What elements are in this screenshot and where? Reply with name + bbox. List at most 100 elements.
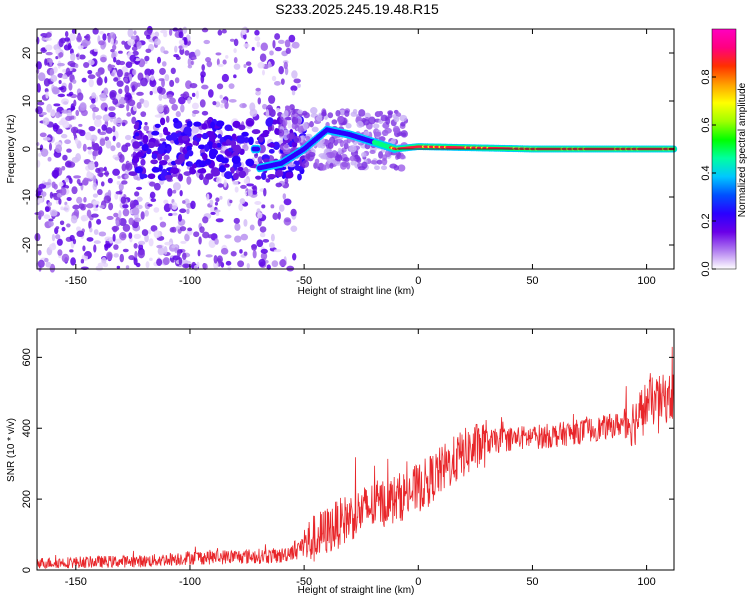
spectrogram-noise-cell: [154, 114, 163, 118]
spectrogram-noise-cell: [214, 201, 219, 206]
spectrogram-noise-cell: [93, 244, 97, 253]
spectrogram-noise-cell: [136, 176, 141, 181]
spectrogram-noise-cell: [122, 223, 131, 232]
spectrogram-band-cell: [191, 163, 198, 169]
spectrogram-band-cell: [174, 158, 184, 165]
spectrogram-marks: [34, 25, 678, 273]
spectrogram-noise-cell: [262, 103, 268, 110]
spectrogram-noise-cell: [107, 33, 111, 43]
spectrogram-noise-cell: [274, 33, 281, 40]
spectrogram-halo-cell: [291, 108, 296, 115]
spectrogram-halo-cell: [373, 131, 382, 137]
spectrogram-noise-cell: [144, 29, 152, 37]
spectrogram-noise-cell: [103, 166, 107, 172]
spectrogram-noise-cell: [69, 234, 75, 242]
spectrogram-noise-cell: [59, 220, 65, 226]
spectrogram-noise-cell: [178, 45, 183, 50]
spectrogram-noise-cell: [217, 63, 224, 67]
x-tick-label: 50: [526, 275, 538, 287]
spectrogram-band-cell: [215, 120, 225, 127]
spectrogram-noise-cell: [233, 38, 239, 47]
spectrogram-noise-cell: [190, 200, 196, 210]
x-tick-label: 0: [415, 275, 421, 287]
spectrogram-noise-cell: [277, 211, 281, 220]
x-tick-label: 100: [637, 576, 655, 588]
spectrogram-noise-cell: [58, 52, 64, 58]
spectrogram-noise-cell: [125, 142, 131, 147]
spectrogram-noise-cell: [182, 263, 190, 269]
spectrogram-noise-cell: [129, 200, 135, 209]
spectrogram-noise-cell: [70, 52, 76, 62]
spectrogram-noise-cell: [107, 177, 113, 184]
spectrogram-noise-cell: [115, 191, 123, 195]
spectrogram-noise-cell: [57, 73, 64, 79]
spectrogram-noise-cell: [64, 201, 68, 206]
spectrogram-noise-cell: [273, 81, 281, 86]
spectrogram-noise-cell: [42, 117, 50, 126]
spectrogram-noise-cell: [110, 38, 114, 45]
spectrogram-noise-cell: [126, 112, 132, 117]
y-tick-label: 0: [21, 146, 33, 152]
spectrogram-band-cell: [150, 159, 158, 165]
spectrogram-noise-cell: [179, 208, 187, 214]
spectrogram-halo-cell: [311, 126, 319, 133]
spectrogram-noise-cell: [91, 92, 97, 99]
spectrogram-halo-cell: [302, 122, 309, 130]
colorbar-tick-label: 0.4: [700, 165, 712, 180]
spectrogram-noise-cell: [173, 53, 180, 58]
spectrogram-band-cell: [245, 158, 255, 167]
spectrogram-noise-cell: [114, 238, 122, 244]
spectrogram-halo-cell: [384, 127, 392, 134]
spectrogram-noise-cell: [216, 176, 222, 184]
spectrogram-noise-cell: [128, 217, 134, 226]
spectrogram-noise-cell: [83, 62, 90, 68]
spectrogram-noise-cell: [175, 226, 181, 230]
spectrogram-halo-cell: [346, 162, 351, 170]
spectrogram-noise-cell: [147, 203, 153, 207]
spectrogram-noise-cell: [82, 143, 87, 152]
spectrogram-noise-cell: [37, 199, 43, 204]
spectrogram-halo-cell: [378, 151, 384, 159]
spectrogram-noise-cell: [108, 106, 116, 111]
spectrogram-band-cell: [297, 173, 302, 181]
spectrogram-band-cell: [201, 153, 208, 161]
spectrogram-noise-cell: [208, 89, 214, 98]
spectrogram-band-cell: [237, 135, 246, 144]
spectrogram-noise-cell: [61, 226, 66, 232]
spectrogram-noise-cell: [275, 182, 283, 188]
spectrogram-noise-cell: [285, 47, 291, 55]
spectrogram-noise-cell: [57, 87, 65, 91]
spectrogram-noise-cell: [82, 245, 86, 252]
spectrogram-noise-cell: [67, 42, 72, 50]
spectrogram-halo-cell: [397, 164, 406, 172]
spectrogram-noise-cell: [67, 61, 76, 67]
spectrogram-noise-cell: [98, 40, 105, 46]
spectrogram-noise-cell: [115, 118, 123, 124]
spectrogram-noise-cell: [112, 44, 117, 51]
spectrogram-halo-cell: [396, 151, 402, 160]
spectrogram-noise-cell: [228, 83, 235, 89]
spectrogram-noise-cell: [144, 68, 152, 77]
spectrogram-noise-cell: [210, 205, 215, 214]
spectrogram-noise-cell: [80, 266, 89, 271]
spectrogram-noise-cell: [210, 211, 216, 215]
spectrogram-noise-cell: [96, 79, 103, 86]
spectrogram-noise-cell: [260, 252, 268, 260]
spectrogram-noise-cell: [147, 229, 152, 235]
spectrogram-noise-cell: [75, 109, 80, 117]
spectrogram-noise-cell: [144, 55, 150, 62]
spectrogram-noise-cell: [76, 226, 81, 232]
spectrogram-noise-cell: [61, 165, 66, 171]
spectrogram-band-cell: [227, 147, 234, 152]
spectrogram-noise-cell: [38, 183, 47, 189]
spectrogram-noise-cell: [265, 178, 271, 183]
spectrogram-noise-cell: [156, 258, 163, 267]
spectrogram-halo-cell: [369, 149, 376, 155]
spectrogram-halo-cell: [287, 163, 296, 168]
spectrogram-noise-cell: [174, 247, 178, 254]
spectrogram-band-cell: [132, 155, 140, 164]
spectrogram-halo-cell: [291, 117, 299, 125]
spectrogram-noise-cell: [201, 27, 209, 33]
spectrogram-noise-cell: [258, 258, 266, 267]
spectrogram-noise-cell: [163, 199, 169, 205]
